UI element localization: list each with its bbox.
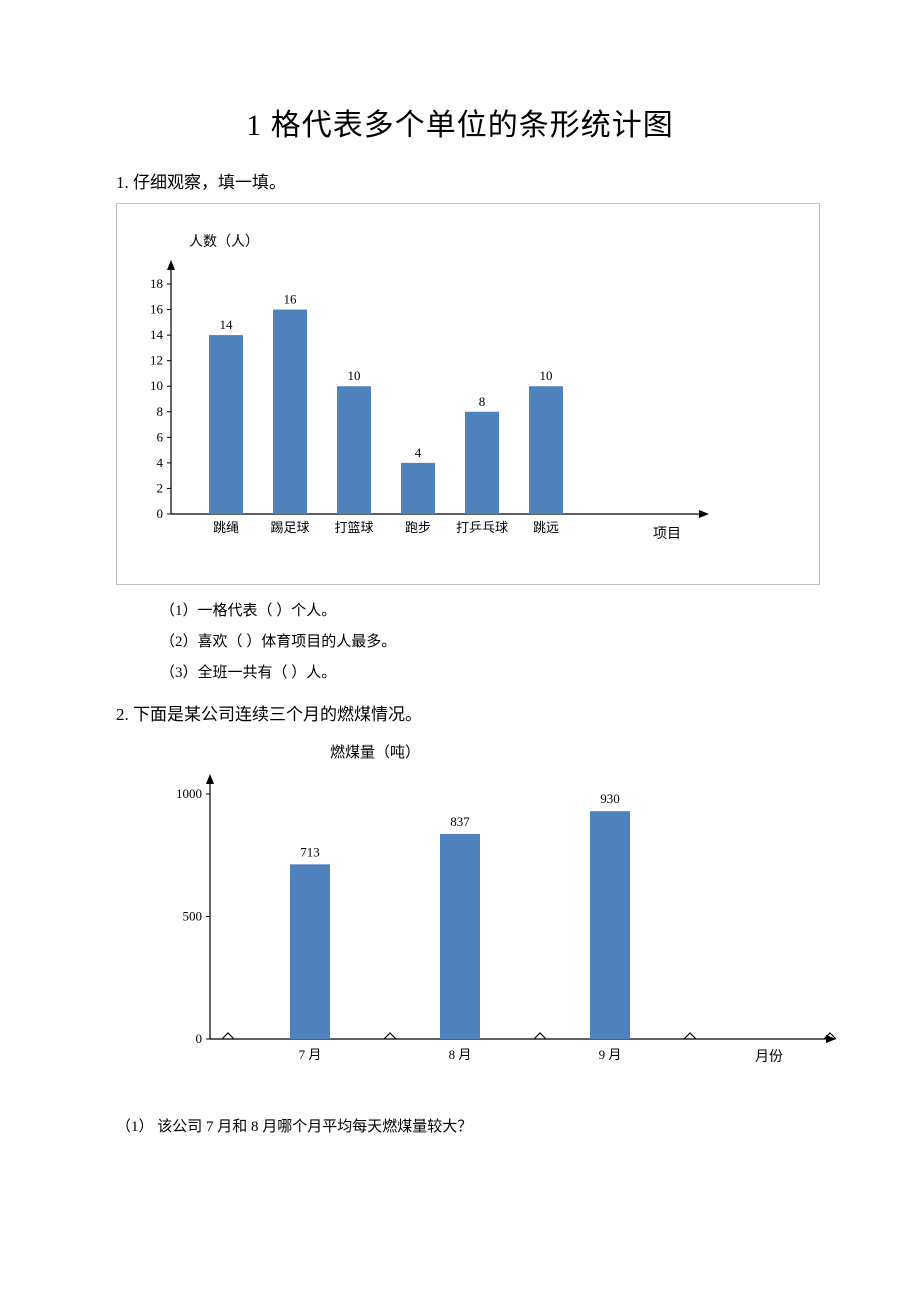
svg-text:18: 18 — [150, 276, 163, 291]
svg-text:踢足球: 踢足球 — [270, 520, 309, 535]
q2-prompt: 2. 下面是某公司连续三个月的燃煤情况。 — [116, 700, 820, 725]
svg-text:10: 10 — [150, 378, 163, 393]
svg-text:1000: 1000 — [176, 786, 202, 801]
chart1-container: 人数（人） 0 2 4 6 8 10 12 14 16 18 项目 14 跳绳 16 踢足球 10 打篮球 4 跑步 8… — [116, 203, 820, 585]
svg-text:14: 14 — [150, 327, 164, 342]
svg-text:930: 930 — [600, 791, 620, 806]
svg-text:4: 4 — [157, 455, 164, 470]
svg-text:713: 713 — [300, 844, 320, 859]
q1-sub3: （3）全班一共有（ ）人。 — [160, 661, 820, 682]
svg-text:项目: 项目 — [653, 527, 681, 542]
page-title: 1 格代表多个单位的条形统计图 — [100, 100, 820, 144]
svg-text:人数（人）: 人数（人） — [189, 234, 259, 250]
svg-text:跳绳: 跳绳 — [213, 520, 239, 535]
svg-text:10: 10 — [540, 368, 553, 383]
svg-text:500: 500 — [183, 909, 203, 924]
svg-text:6: 6 — [157, 429, 164, 444]
svg-text:燃煤量（吨）: 燃煤量（吨） — [330, 743, 420, 761]
chart1-svg: 人数（人） 0 2 4 6 8 10 12 14 16 18 项目 14 跳绳 16 踢足球 10 打篮球 4 跑步 8… — [135, 224, 775, 554]
svg-text:打乒乓球: 打乒乓球 — [456, 520, 508, 535]
q1-sub1: （1）一格代表（ ）个人。 — [160, 599, 820, 620]
svg-text:打篮球: 打篮球 — [334, 520, 373, 535]
svg-text:16: 16 — [284, 292, 298, 307]
q1-sub2: （2）喜欢（ ）体育项目的人最多。 — [160, 630, 820, 651]
svg-text:0: 0 — [196, 1031, 203, 1046]
svg-text:7 月: 7 月 — [299, 1047, 322, 1062]
svg-text:月份: 月份 — [755, 1049, 783, 1065]
svg-text:14: 14 — [220, 317, 234, 332]
q2-sub1: （1） 该公司 7 月和 8 月哪个月平均每天燃煤量较大？ — [116, 1115, 820, 1136]
svg-text:8 月: 8 月 — [449, 1047, 472, 1062]
svg-text:0: 0 — [157, 506, 164, 521]
svg-text:10: 10 — [348, 368, 361, 383]
svg-text:跳远: 跳远 — [533, 520, 559, 535]
svg-text:2: 2 — [157, 480, 164, 495]
svg-text:837: 837 — [450, 814, 470, 829]
svg-text:4: 4 — [415, 445, 422, 460]
chart2-svg: 燃煤量（吨） 0 500 1000 月份 713 7 月 837 8 月 930 9 月 — [150, 739, 850, 1089]
svg-text:跑步: 跑步 — [405, 520, 431, 535]
svg-text:8: 8 — [157, 404, 164, 419]
svg-text:9 月: 9 月 — [599, 1047, 622, 1062]
q1-prompt: 1. 仔细观察，填一填。 — [116, 168, 820, 193]
svg-text:12: 12 — [150, 353, 163, 368]
svg-text:8: 8 — [479, 394, 486, 409]
svg-text:16: 16 — [150, 302, 164, 317]
